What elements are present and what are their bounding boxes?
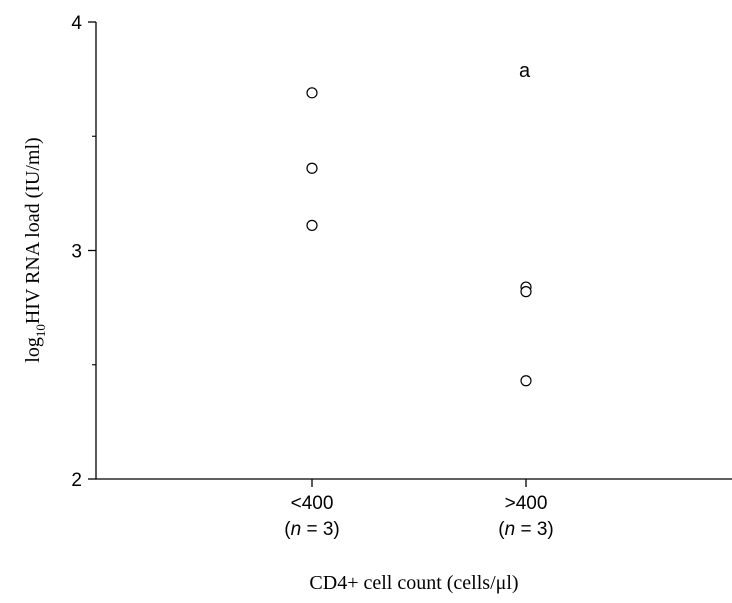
y-tick-label: 4 [71,13,82,34]
y-axis-title: log10HIV RNA load (IU/ml) [22,137,48,362]
x-tick-sample-size: (n = 3) [498,519,553,540]
sample-size-value: = 3) [515,519,554,540]
x-tick-label: <400 [291,493,334,514]
x-axis-ticks: <400(n = 3)>400(n = 3) [284,479,554,540]
y-tick-label: 2 [71,470,82,491]
data-points [306,87,532,387]
panel-label: a [519,60,531,82]
data-point [306,87,318,99]
x-axis-title: CD4+ cell count (cells/μl) [309,572,518,594]
data-point [306,162,318,174]
x-tick-label: >400 [505,493,548,514]
sample-size-value: = 3) [301,519,340,540]
y-axis-title-prefix: log [22,337,44,363]
sample-size-symbol: n [505,519,516,540]
data-point [520,375,532,387]
sample-size-symbol: n [291,519,302,540]
data-point [520,286,532,298]
y-tick-label: 3 [71,242,82,263]
sample-size-open: ( [498,519,505,540]
y-axis-ticks: 2 3 4 [71,13,96,491]
x-tick-sample-size: (n = 3) [284,519,339,540]
data-point [306,219,318,231]
y-axis-title-subscript: 10 [33,324,48,337]
y-axis-title-text: HIV RNA load (IU/ml) [22,137,44,324]
sample-size-open: ( [284,519,291,540]
